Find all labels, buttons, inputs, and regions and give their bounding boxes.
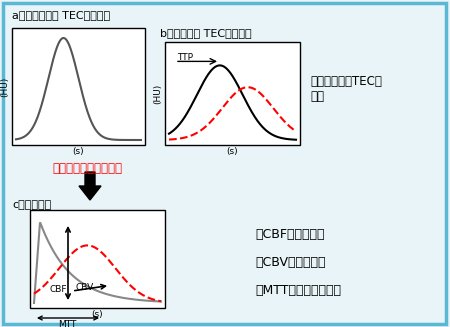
Text: 虚血：脳組織TECが: 虚血：脳組織TECが <box>310 75 382 88</box>
Text: b：脳組織の TEC（出力）: b：脳組織の TEC（出力） <box>160 28 252 38</box>
Text: ・CBV：脳血液量: ・CBV：脳血液量 <box>255 256 325 269</box>
Text: 遅延: 遅延 <box>310 90 324 103</box>
FancyArrow shape <box>79 172 101 200</box>
Bar <box>165 42 300 145</box>
Text: TTP: TTP <box>177 53 193 62</box>
Text: a：正常動脈の TEC（入力）: a：正常動脈の TEC（入力） <box>12 10 110 20</box>
Text: MTT: MTT <box>58 320 76 327</box>
Text: デコンボリューション: デコンボリューション <box>52 162 122 175</box>
Text: (HU): (HU) <box>0 77 9 96</box>
Text: (HU): (HU) <box>153 83 162 104</box>
Text: CBV: CBV <box>75 283 93 292</box>
Text: (s): (s) <box>73 147 84 156</box>
Text: (s): (s) <box>92 310 104 319</box>
Text: (s): (s) <box>227 147 239 156</box>
Text: ・CBF：脳血流量: ・CBF：脳血流量 <box>255 228 324 241</box>
Bar <box>30 210 165 308</box>
Bar <box>12 28 145 145</box>
Text: CBF: CBF <box>50 285 68 294</box>
Text: ・MTT：平均通過時間: ・MTT：平均通過時間 <box>255 284 341 297</box>
Text: c：伝達関数: c：伝達関数 <box>12 200 51 210</box>
